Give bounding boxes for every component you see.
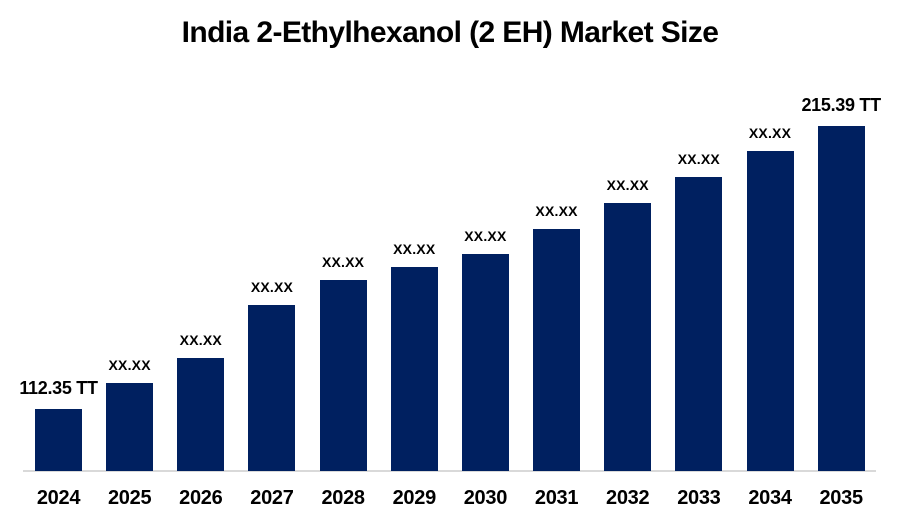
x-axis-line	[23, 470, 876, 472]
bar-2027	[248, 305, 296, 471]
bar-2031	[533, 229, 581, 471]
x-axis-label: 2026	[179, 487, 223, 509]
bar-value-label: XX.XX	[179, 332, 222, 348]
bar-value-label: XX.XX	[393, 241, 436, 257]
bar-2029	[390, 267, 438, 471]
bar-column-2029: XX.XX 2029	[354, 241, 474, 509]
bar-value-label: XX.XX	[748, 125, 792, 141]
x-axis-label: 2035	[819, 487, 863, 509]
bar-2033	[675, 177, 723, 471]
bar-column-2034: XX.XX 2034	[710, 125, 830, 509]
bar-2035	[817, 126, 865, 471]
bar-value-label: XX.XX	[464, 228, 507, 244]
bar-column-2035: 215.39 TT 2035	[781, 95, 900, 509]
bar-column-2030: XX.XX 2030	[425, 228, 545, 509]
bar-value-label: XX.XX	[606, 177, 649, 193]
bar-column-2032: XX.XX 2032	[568, 177, 688, 509]
x-axis-label: 2027	[250, 487, 294, 509]
x-axis-label: 2034	[748, 487, 792, 509]
bar-value-label: XX.XX	[535, 203, 578, 219]
bar-value-label: XX.XX	[250, 279, 294, 295]
x-axis-label: 2028	[321, 487, 365, 509]
bar-column-2028: XX.XX 2028	[283, 254, 403, 509]
chart-title: India 2-Ethylhexanol (2 EH) Market Size	[181, 16, 719, 49]
bar-column-2026: XX.XX 2026	[141, 332, 261, 509]
bar-value-label: XX.XX	[108, 357, 151, 373]
bar-2034	[746, 151, 794, 471]
bar-column-2033: XX.XX 2033	[639, 151, 759, 509]
bar-2030	[461, 254, 509, 471]
x-axis-label: 2025	[107, 487, 152, 509]
bar-column-2024: 112.35 TT 2024	[0, 378, 119, 509]
bar-value-label: 112.35 TT	[19, 378, 98, 398]
x-axis-label: 2030	[463, 487, 508, 509]
bar-2028	[319, 280, 367, 471]
bar-value-label: XX.XX	[321, 254, 365, 270]
bar-column-2025: XX.XX 2025	[70, 357, 190, 509]
x-axis-label: 2031	[534, 487, 579, 509]
bar-2032	[604, 203, 652, 471]
x-axis-label: 2032	[606, 487, 650, 509]
bar-value-label: 215.39 TT	[801, 95, 881, 115]
bar-column-2027: XX.XX 2027	[212, 279, 332, 509]
bar-2026	[177, 358, 225, 471]
x-axis-label: 2033	[677, 487, 721, 509]
bar-value-label: XX.XX	[677, 151, 720, 167]
bar-2024	[35, 409, 82, 471]
bar-column-2031: XX.XX 2031	[497, 203, 617, 509]
x-axis-label: 2024	[36, 487, 81, 509]
x-axis-label: 2029	[392, 487, 437, 509]
bar-2025	[106, 383, 154, 471]
